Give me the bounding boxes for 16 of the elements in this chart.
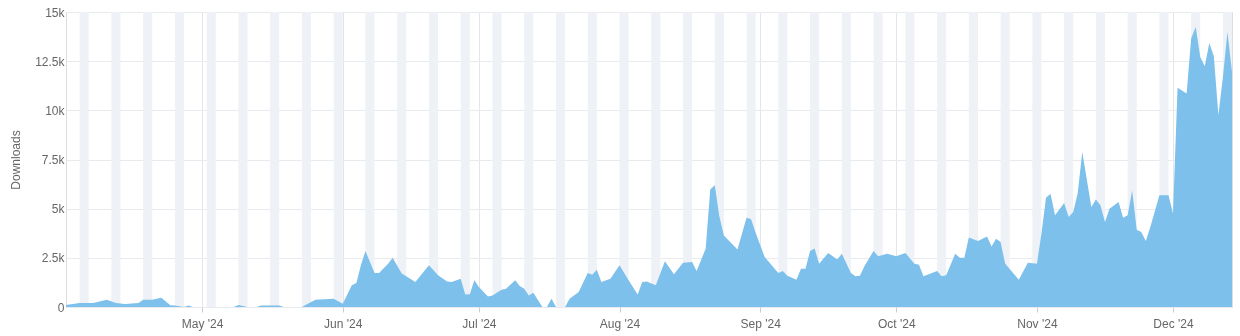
x-tick-label: Dec '24 [1153, 316, 1194, 331]
x-tick-label: Nov '24 [1017, 316, 1058, 331]
x-tick-label: Aug '24 [599, 316, 641, 331]
x-tick-label: Jul '24 [462, 316, 497, 331]
y-tick-label: 12.5k [35, 54, 66, 69]
x-tick-label: Oct '24 [877, 316, 916, 331]
y-tick-label: 10k [45, 103, 66, 118]
y-tick-label: 15k [45, 5, 66, 20]
x-tick-label: May '24 [181, 316, 224, 331]
x-tick-label: Jun '24 [324, 316, 363, 331]
y-tick-label: 0 [57, 300, 65, 315]
y-axis-title: Downloads [9, 130, 24, 190]
x-tick-label: Sep '24 [740, 316, 782, 331]
y-tick-label: 5k [51, 202, 66, 217]
y-tick-label: 2.5k [41, 251, 66, 266]
y-tick-label: 7.5k [41, 153, 66, 167]
